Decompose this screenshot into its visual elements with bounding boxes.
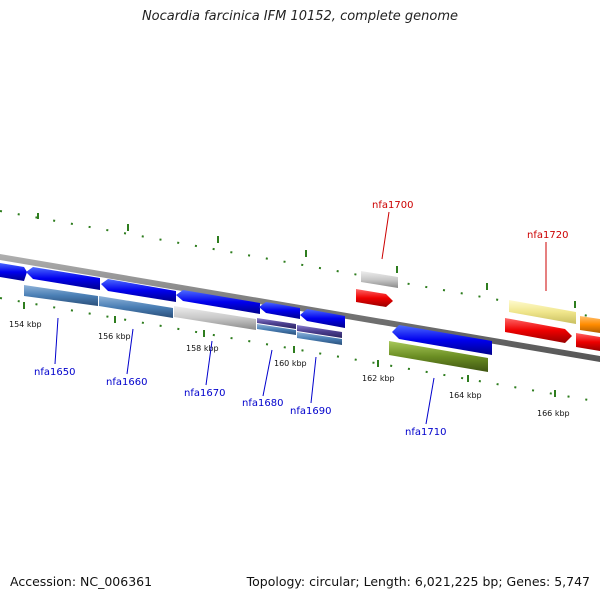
gene-label[interactable]: nfa1710 [405,427,446,438]
cog-bar[interactable] [361,271,398,288]
cog-bar[interactable] [24,285,98,306]
gene-label[interactable]: nfa1720 [527,230,568,241]
forward-strand-features [356,271,600,351]
cds-arrow[interactable] [26,267,100,290]
tick-label: 162 kbp [362,374,395,383]
cds-arrow[interactable] [101,279,176,302]
tick-label: 156 kbp [98,332,131,341]
cog-bar[interactable] [257,324,296,335]
cog-bar[interactable] [99,296,173,318]
tick-label: 154 kbp [9,320,42,329]
tick-label: 164 kbp [449,391,482,400]
gene-label[interactable]: nfa1690 [290,406,331,417]
outer-tick-ring [0,210,600,319]
tick-label: 166 kbp [537,409,570,418]
cds-arrow[interactable] [300,309,345,328]
cog-bar[interactable] [297,325,342,338]
cog-bar[interactable] [389,341,488,372]
gene-labels: nfa1650 nfa1660 nfa1670 nfa1680 nfa1690 … [34,200,568,438]
gene-leader-lines [54,211,547,425]
cog-bar[interactable] [297,332,342,345]
reverse-strand-cds [0,263,492,355]
map-title: Nocardia farcinica IFM 10152, complete g… [141,9,459,24]
genome-summary: Topology: circular; Length: 6,021,225 bp… [246,574,590,589]
inner-tick-ring [0,297,600,403]
gene-label[interactable]: nfa1670 [184,388,225,399]
gene-label[interactable]: nfa1650 [34,367,75,378]
cog-bar[interactable] [257,318,296,329]
tick-labels: 154 kbp 156 kbp 158 kbp 160 kbp 162 kbp … [9,320,570,418]
cds-arrow[interactable] [576,333,600,351]
cds-arrow[interactable] [505,318,572,343]
gene-label[interactable]: nfa1680 [242,398,283,409]
accession-label: Accession: NC_006361 [10,574,153,589]
cog-bar[interactable] [174,306,256,330]
tick-label: 158 kbp [186,344,219,353]
gene-label[interactable]: nfa1660 [106,377,147,388]
gene-label[interactable]: nfa1700 [372,200,413,211]
cds-arrow[interactable] [392,325,492,355]
cds-arrow[interactable] [356,289,393,307]
cds-arrow[interactable] [259,302,300,319]
cog-bar[interactable] [580,316,600,333]
cds-arrow[interactable] [0,263,27,281]
cds-arrow[interactable] [176,290,260,314]
reverse-strand-cog [24,285,488,372]
cog-bar[interactable] [509,300,576,324]
tick-label: 160 kbp [274,359,307,368]
